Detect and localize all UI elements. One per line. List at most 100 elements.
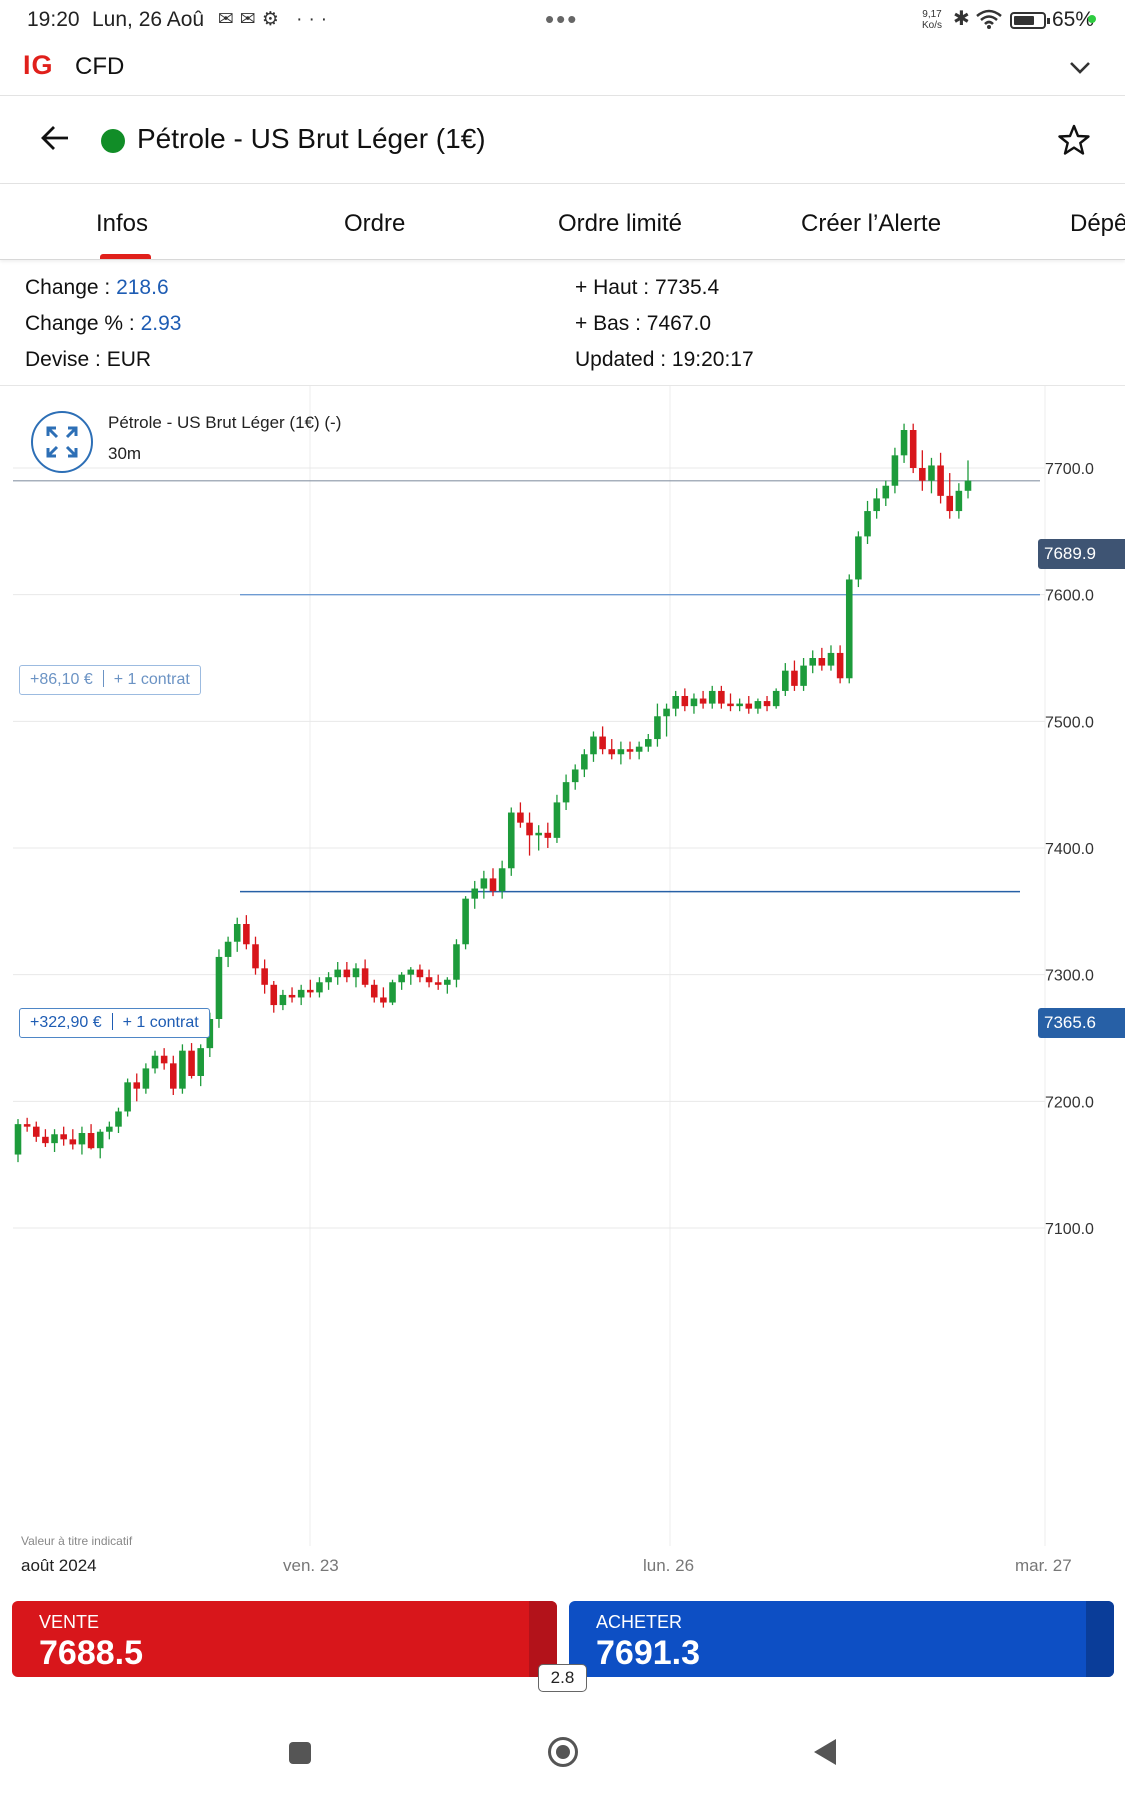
candle-body (243, 924, 250, 945)
expand-icon (46, 426, 78, 458)
chevron-down-icon[interactable] (1068, 60, 1092, 81)
chart-title: Pétrole - US Brut Léger (1€) (-) (108, 413, 342, 432)
price-chart[interactable]: 7100.0 7200.0 7300.0 7400.0 7500.0 7600.0 7700… (0, 386, 1125, 1586)
candle-body (544, 832, 552, 838)
tab-creer-alerte[interactable]: Créer l’Alerte (801, 210, 942, 237)
candle-body (946, 495, 954, 512)
notification-icons: ✉✉⚙ ··· (218, 9, 334, 30)
candle-body (955, 490, 963, 512)
candle-body (654, 716, 661, 740)
candle-body (754, 701, 762, 709)
candle-body (380, 997, 387, 1003)
candle-body (69, 1139, 77, 1145)
network-speed-unit: Ko/s (922, 20, 943, 31)
sell-button[interactable]: VENTE 7688.5 (12, 1601, 557, 1677)
candle-body (480, 878, 488, 889)
y-tick-label: 7100.0 (1045, 1221, 1094, 1238)
candle-body (361, 968, 369, 985)
candle-body (389, 982, 396, 1003)
candle-body (14, 1124, 22, 1155)
expand-chart-button[interactable] (31, 411, 93, 473)
buy-label: ACHETER (596, 1612, 683, 1632)
buy-button[interactable]: ACHETER 7691.3 (569, 1601, 1114, 1677)
candle-body (51, 1134, 58, 1144)
status-time: 19:20 (27, 8, 80, 31)
candle-body (900, 430, 908, 456)
candle-body (663, 708, 670, 717)
x-axis-label: août 2024 (21, 1556, 97, 1575)
candle-body (608, 749, 616, 755)
position-label[interactable]: +86,10 € + 1 contrat (19, 665, 201, 695)
candle-body (882, 485, 890, 499)
x-axis-label: lun. 26 (643, 1556, 695, 1575)
market-title: Pétrole - US Brut Léger (1€) (137, 123, 486, 154)
chart-interval[interactable]: 30m (108, 444, 142, 463)
y-tick-label: 7600.0 (1045, 588, 1094, 605)
charging-dot-icon (1088, 15, 1096, 23)
chart-canvas[interactable]: 7100.0 7200.0 7300.0 7400.0 7500.0 7600.0 7700… (0, 386, 1125, 1586)
candle-body (745, 703, 753, 709)
candle-body (462, 898, 469, 945)
tab-ordre-limite[interactable]: Ordre limité (558, 210, 683, 237)
wifi-icon (975, 8, 1003, 35)
candle-body (316, 982, 323, 993)
candle-body (919, 468, 926, 481)
back-triangle-icon[interactable] (814, 1739, 836, 1765)
high-label: + Haut : (575, 276, 655, 299)
candle-body (581, 754, 588, 770)
high-value: 7735.4 (654, 276, 720, 299)
y-tick-label: 7700.0 (1045, 461, 1094, 478)
candle-body (928, 465, 935, 481)
candle-body (197, 1048, 204, 1076)
star-icon[interactable] (1058, 124, 1090, 161)
candle-body (471, 888, 479, 899)
battery-icon (1010, 12, 1050, 29)
candle-body (60, 1134, 67, 1140)
candle-body (535, 832, 542, 836)
y-tick-label: 7300.0 (1045, 968, 1094, 985)
candle-body (124, 1082, 131, 1112)
candle-body (352, 968, 360, 978)
position-pnl: +86,10 € (30, 671, 93, 688)
candle-body (96, 1131, 104, 1149)
market-info: Change : 218.6 Change % : 2.93 Devise : … (0, 261, 1125, 386)
tab-depeches[interactable]: Dépê (1070, 210, 1125, 237)
candle-body (855, 536, 862, 580)
network-speed-value: 9,17 (922, 9, 942, 20)
buy-price: 7691.3 (596, 1634, 700, 1672)
tab-infos[interactable]: Infos (96, 210, 149, 237)
candle-body (827, 652, 835, 666)
sell-price: 7688.5 (39, 1634, 143, 1672)
y-tick-label: 7400.0 (1045, 841, 1094, 858)
candle-body (873, 498, 880, 512)
back-arrow-icon[interactable] (40, 125, 70, 156)
position-label[interactable]: +322,90 € + 1 contrat (19, 1008, 210, 1038)
currency-label: Devise : (25, 348, 107, 371)
tab-ordre[interactable]: Ordre (344, 210, 406, 237)
candle-body (453, 944, 460, 980)
candle-body (681, 696, 689, 707)
system-nav-bar (0, 1720, 1125, 1800)
sell-label: VENTE (39, 1612, 100, 1632)
candle-body (307, 989, 314, 993)
candle-body (690, 698, 698, 707)
candle-body (215, 956, 223, 1019)
recent-apps-icon[interactable] (289, 1742, 311, 1764)
updated-row: Updated : 19:20:17 (575, 348, 754, 372)
y-tick-label: 7500.0 (1045, 714, 1094, 731)
candle-body (891, 455, 899, 486)
candle-body (590, 736, 597, 755)
low-value: 7467.0 (646, 312, 712, 335)
account-type[interactable]: CFD (75, 53, 125, 80)
home-icon[interactable] (548, 1737, 578, 1767)
candle-body (179, 1050, 186, 1089)
candle-body (937, 465, 944, 496)
candle-body (845, 579, 853, 679)
indicative-value-note: Valeur à titre indicatif (21, 1534, 133, 1548)
candle-body (626, 749, 634, 752)
low-label: + Bas : (575, 312, 647, 335)
candle-body (791, 670, 798, 686)
candle-body (133, 1082, 141, 1089)
updated-label: Updated : (575, 348, 672, 371)
candle-body (78, 1133, 86, 1145)
